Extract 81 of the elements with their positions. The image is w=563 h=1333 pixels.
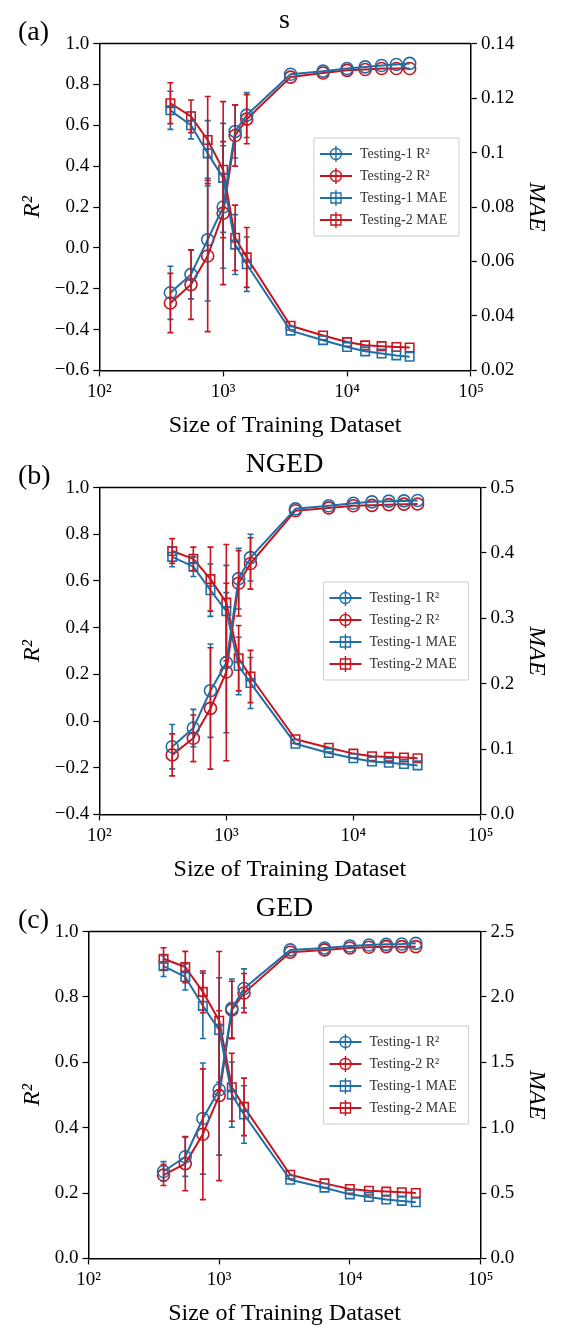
y-tick-label: 1.0 xyxy=(65,475,90,497)
y-tick-label: 1.0 xyxy=(65,31,90,53)
y-axis-title: R² xyxy=(17,1083,44,1107)
x-tick-label: 10⁵ xyxy=(467,1267,494,1289)
y2-tick-label: 0.5 xyxy=(490,475,515,497)
legend-label: Testing-1 R² xyxy=(369,1033,440,1049)
y2-axis-title: MAE xyxy=(525,625,552,676)
x-tick-label: 10² xyxy=(86,379,112,401)
y-tick-label: −0.4 xyxy=(54,317,90,339)
y-tick-label: 0.4 xyxy=(54,1115,80,1137)
x-tick-label: 10² xyxy=(76,1267,102,1289)
y2-tick-label: 0.2 xyxy=(490,671,515,693)
x-tick-label: 10⁴ xyxy=(334,379,361,401)
y2-tick-label: 0.08 xyxy=(480,194,515,216)
y-tick-label: 0.2 xyxy=(65,194,90,216)
y2-tick-label: 0.0 xyxy=(490,1246,515,1268)
y-tick-label: −0.4 xyxy=(54,802,90,824)
legend-label: Testing-2 MAE xyxy=(359,211,448,227)
y2-tick-label: 0.0 xyxy=(490,802,515,824)
legend-label: Testing-1 MAE xyxy=(369,633,457,649)
x-tick-label: 10⁵ xyxy=(467,823,494,845)
legend-label: Testing-2 R² xyxy=(369,1055,440,1071)
y2-axis-title: MAE xyxy=(525,1069,552,1120)
y-tick-label: 0.2 xyxy=(65,662,90,684)
y2-tick-label: 2.5 xyxy=(490,919,515,941)
x-tick-label: 10⁵ xyxy=(458,379,484,401)
y-tick-label: 0.8 xyxy=(65,522,90,544)
chart-title: NGED xyxy=(245,447,324,479)
y-tick-label: 0.0 xyxy=(54,1246,79,1268)
y2-tick-label: 0.1 xyxy=(490,737,515,759)
x-tick-label: 10² xyxy=(86,823,112,845)
y2-tick-label: 0.5 xyxy=(490,1181,515,1203)
legend-label: Testing-1 MAE xyxy=(359,189,448,205)
y-tick-label: 0.2 xyxy=(54,1181,79,1203)
y-tick-label: 0.6 xyxy=(65,568,90,590)
y-tick-label: 0.8 xyxy=(54,984,79,1006)
y-tick-label: 0.0 xyxy=(65,709,90,731)
y-tick-label: −0.2 xyxy=(54,755,90,777)
text: (c) xyxy=(18,903,50,934)
x-axis-title: Size of Training Dataset xyxy=(168,1298,402,1325)
x-tick-label: 10³ xyxy=(206,1267,232,1289)
y-tick-label: 0.8 xyxy=(65,72,90,94)
legend-label: Testing-1 R² xyxy=(359,145,430,161)
x-tick-label: 10⁴ xyxy=(340,823,367,845)
y2-tick-label: 0.4 xyxy=(490,540,515,562)
legend-label: Testing-2 MAE xyxy=(369,1099,457,1115)
x-axis-title: Size of Training Dataset xyxy=(168,410,402,437)
y-tick-label: 0.6 xyxy=(65,113,90,135)
y2-axis-title: MAE xyxy=(525,181,552,232)
y2-tick-label: 1.5 xyxy=(490,1050,515,1072)
y2-tick-label: 0.3 xyxy=(490,606,515,628)
y-axis-title: R² xyxy=(17,639,44,663)
chart-title: s xyxy=(279,3,290,35)
legend-label: Testing-2 MAE xyxy=(369,655,457,671)
y2-tick-label: 2.0 xyxy=(490,984,515,1006)
y-tick-label: 0.4 xyxy=(65,154,90,176)
x-tick-label: 10³ xyxy=(213,823,239,845)
y-axis-title: R² xyxy=(17,195,44,219)
y2-tick-label: 0.04 xyxy=(480,303,515,325)
y2-tick-label: 0.06 xyxy=(480,249,515,271)
y-tick-label: −0.2 xyxy=(54,276,90,298)
x-tick-label: 10⁴ xyxy=(337,1267,363,1289)
y-tick-label: 0.4 xyxy=(65,615,90,637)
y-tick-label: 0.0 xyxy=(65,235,90,257)
y2-tick-label: 0.14 xyxy=(480,31,515,53)
chart-title: GED xyxy=(255,891,314,923)
text: (a) xyxy=(18,15,50,46)
legend-label: Testing-2 R² xyxy=(359,167,430,183)
y2-tick-label: 0.1 xyxy=(480,140,505,162)
text: (b) xyxy=(18,459,51,490)
legend-label: Testing-1 MAE xyxy=(369,1077,457,1093)
y2-tick-label: 1.0 xyxy=(490,1115,515,1137)
y-tick-label: 1.0 xyxy=(54,919,79,941)
legend-label: Testing-2 R² xyxy=(369,611,440,627)
legend-label: Testing-1 R² xyxy=(369,589,440,605)
x-axis-title: Size of Training Dataset xyxy=(173,854,407,881)
y-tick-label: 0.6 xyxy=(54,1050,79,1072)
y-tick-label: −0.6 xyxy=(54,358,90,380)
x-tick-label: 10³ xyxy=(210,379,236,401)
y2-tick-label: 0.12 xyxy=(480,86,515,108)
y2-tick-label: 0.02 xyxy=(480,358,515,380)
